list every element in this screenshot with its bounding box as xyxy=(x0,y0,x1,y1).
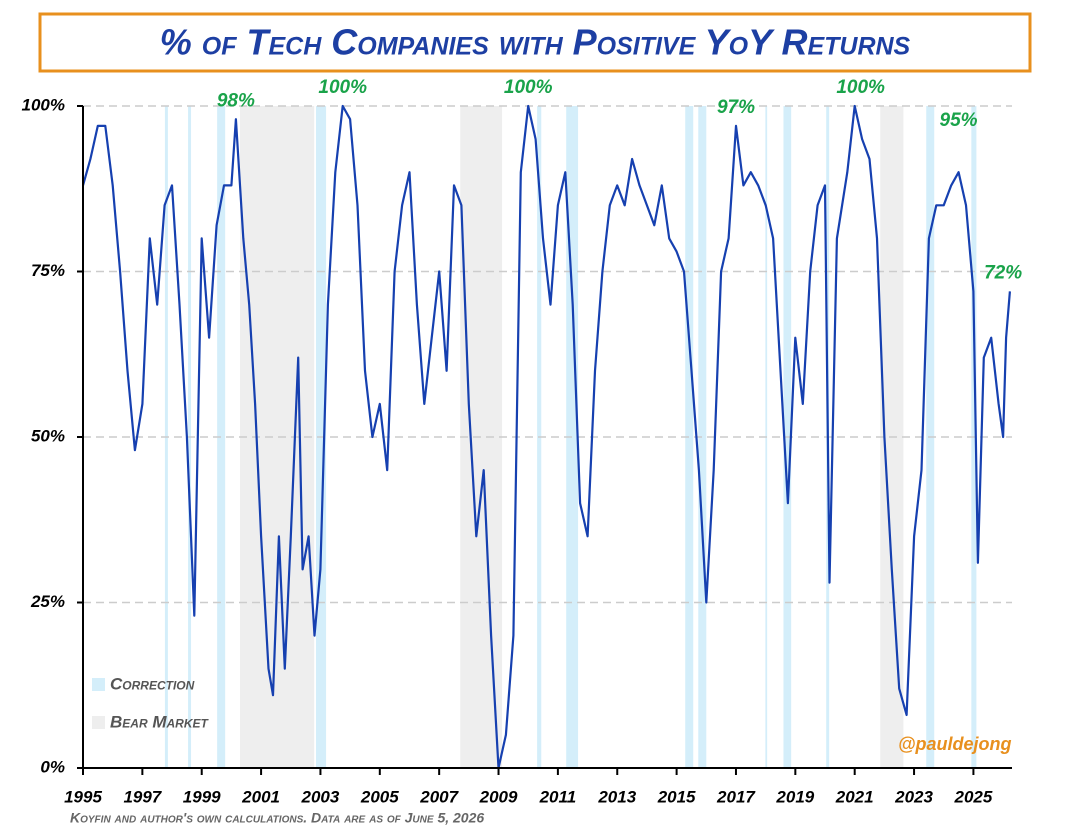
annotation: 98% xyxy=(217,90,255,111)
x-tick-label: 2021 xyxy=(835,787,874,806)
x-tick-label: 2015 xyxy=(657,787,696,806)
x-tick-label: 2003 xyxy=(301,787,340,806)
plot xyxy=(81,104,1011,770)
x-tick-label: 1995 xyxy=(64,787,102,806)
x-tick-label: 2011 xyxy=(539,787,577,806)
shade-span xyxy=(566,106,579,768)
annotation: 97% xyxy=(717,97,755,118)
x-tick-label: 2005 xyxy=(360,787,399,806)
y-tick-label: 100% xyxy=(22,95,65,114)
x-tick-label: 2013 xyxy=(597,787,636,806)
data-line xyxy=(81,104,1011,770)
annotation: 100% xyxy=(318,77,367,98)
y-tick-label: 50% xyxy=(31,426,65,445)
shade-span xyxy=(685,106,694,768)
y-tick-label: 75% xyxy=(31,261,65,280)
x-tick-label: 2023 xyxy=(894,787,933,806)
x-tick-label: 2007 xyxy=(419,787,459,806)
legend-label: Correction xyxy=(110,674,195,693)
x-tick-label: 2001 xyxy=(241,787,280,806)
source: Koyfin and author's own calculations. Da… xyxy=(70,810,484,826)
shade-span xyxy=(698,106,707,768)
legend-swatch xyxy=(92,678,105,691)
shade-span xyxy=(217,106,226,768)
x-tick-label: 1999 xyxy=(183,787,221,806)
x-tick-label: 2019 xyxy=(775,787,814,806)
legend-label: Bear Market xyxy=(110,712,209,731)
x-tick-label: 2017 xyxy=(716,787,756,806)
grid xyxy=(77,105,1012,775)
annotation: 100% xyxy=(836,77,885,98)
shade-span xyxy=(240,106,315,768)
annotation: 95% xyxy=(940,110,978,131)
y-tick-label: 0% xyxy=(40,757,65,776)
chart-title: % of Tech Companies with Positive YoY Re… xyxy=(160,22,911,63)
annotation: 72% xyxy=(984,262,1022,283)
title-box xyxy=(38,12,1032,73)
annotation: 100% xyxy=(504,77,553,98)
y-tick-label: 25% xyxy=(30,592,65,611)
legend-swatch xyxy=(92,716,105,729)
x-tick-label: 1997 xyxy=(123,787,162,806)
x-tick-label: 2009 xyxy=(479,787,518,806)
x-tick-label: 2025 xyxy=(954,787,993,806)
watermark: @pauldejong xyxy=(898,734,1012,754)
